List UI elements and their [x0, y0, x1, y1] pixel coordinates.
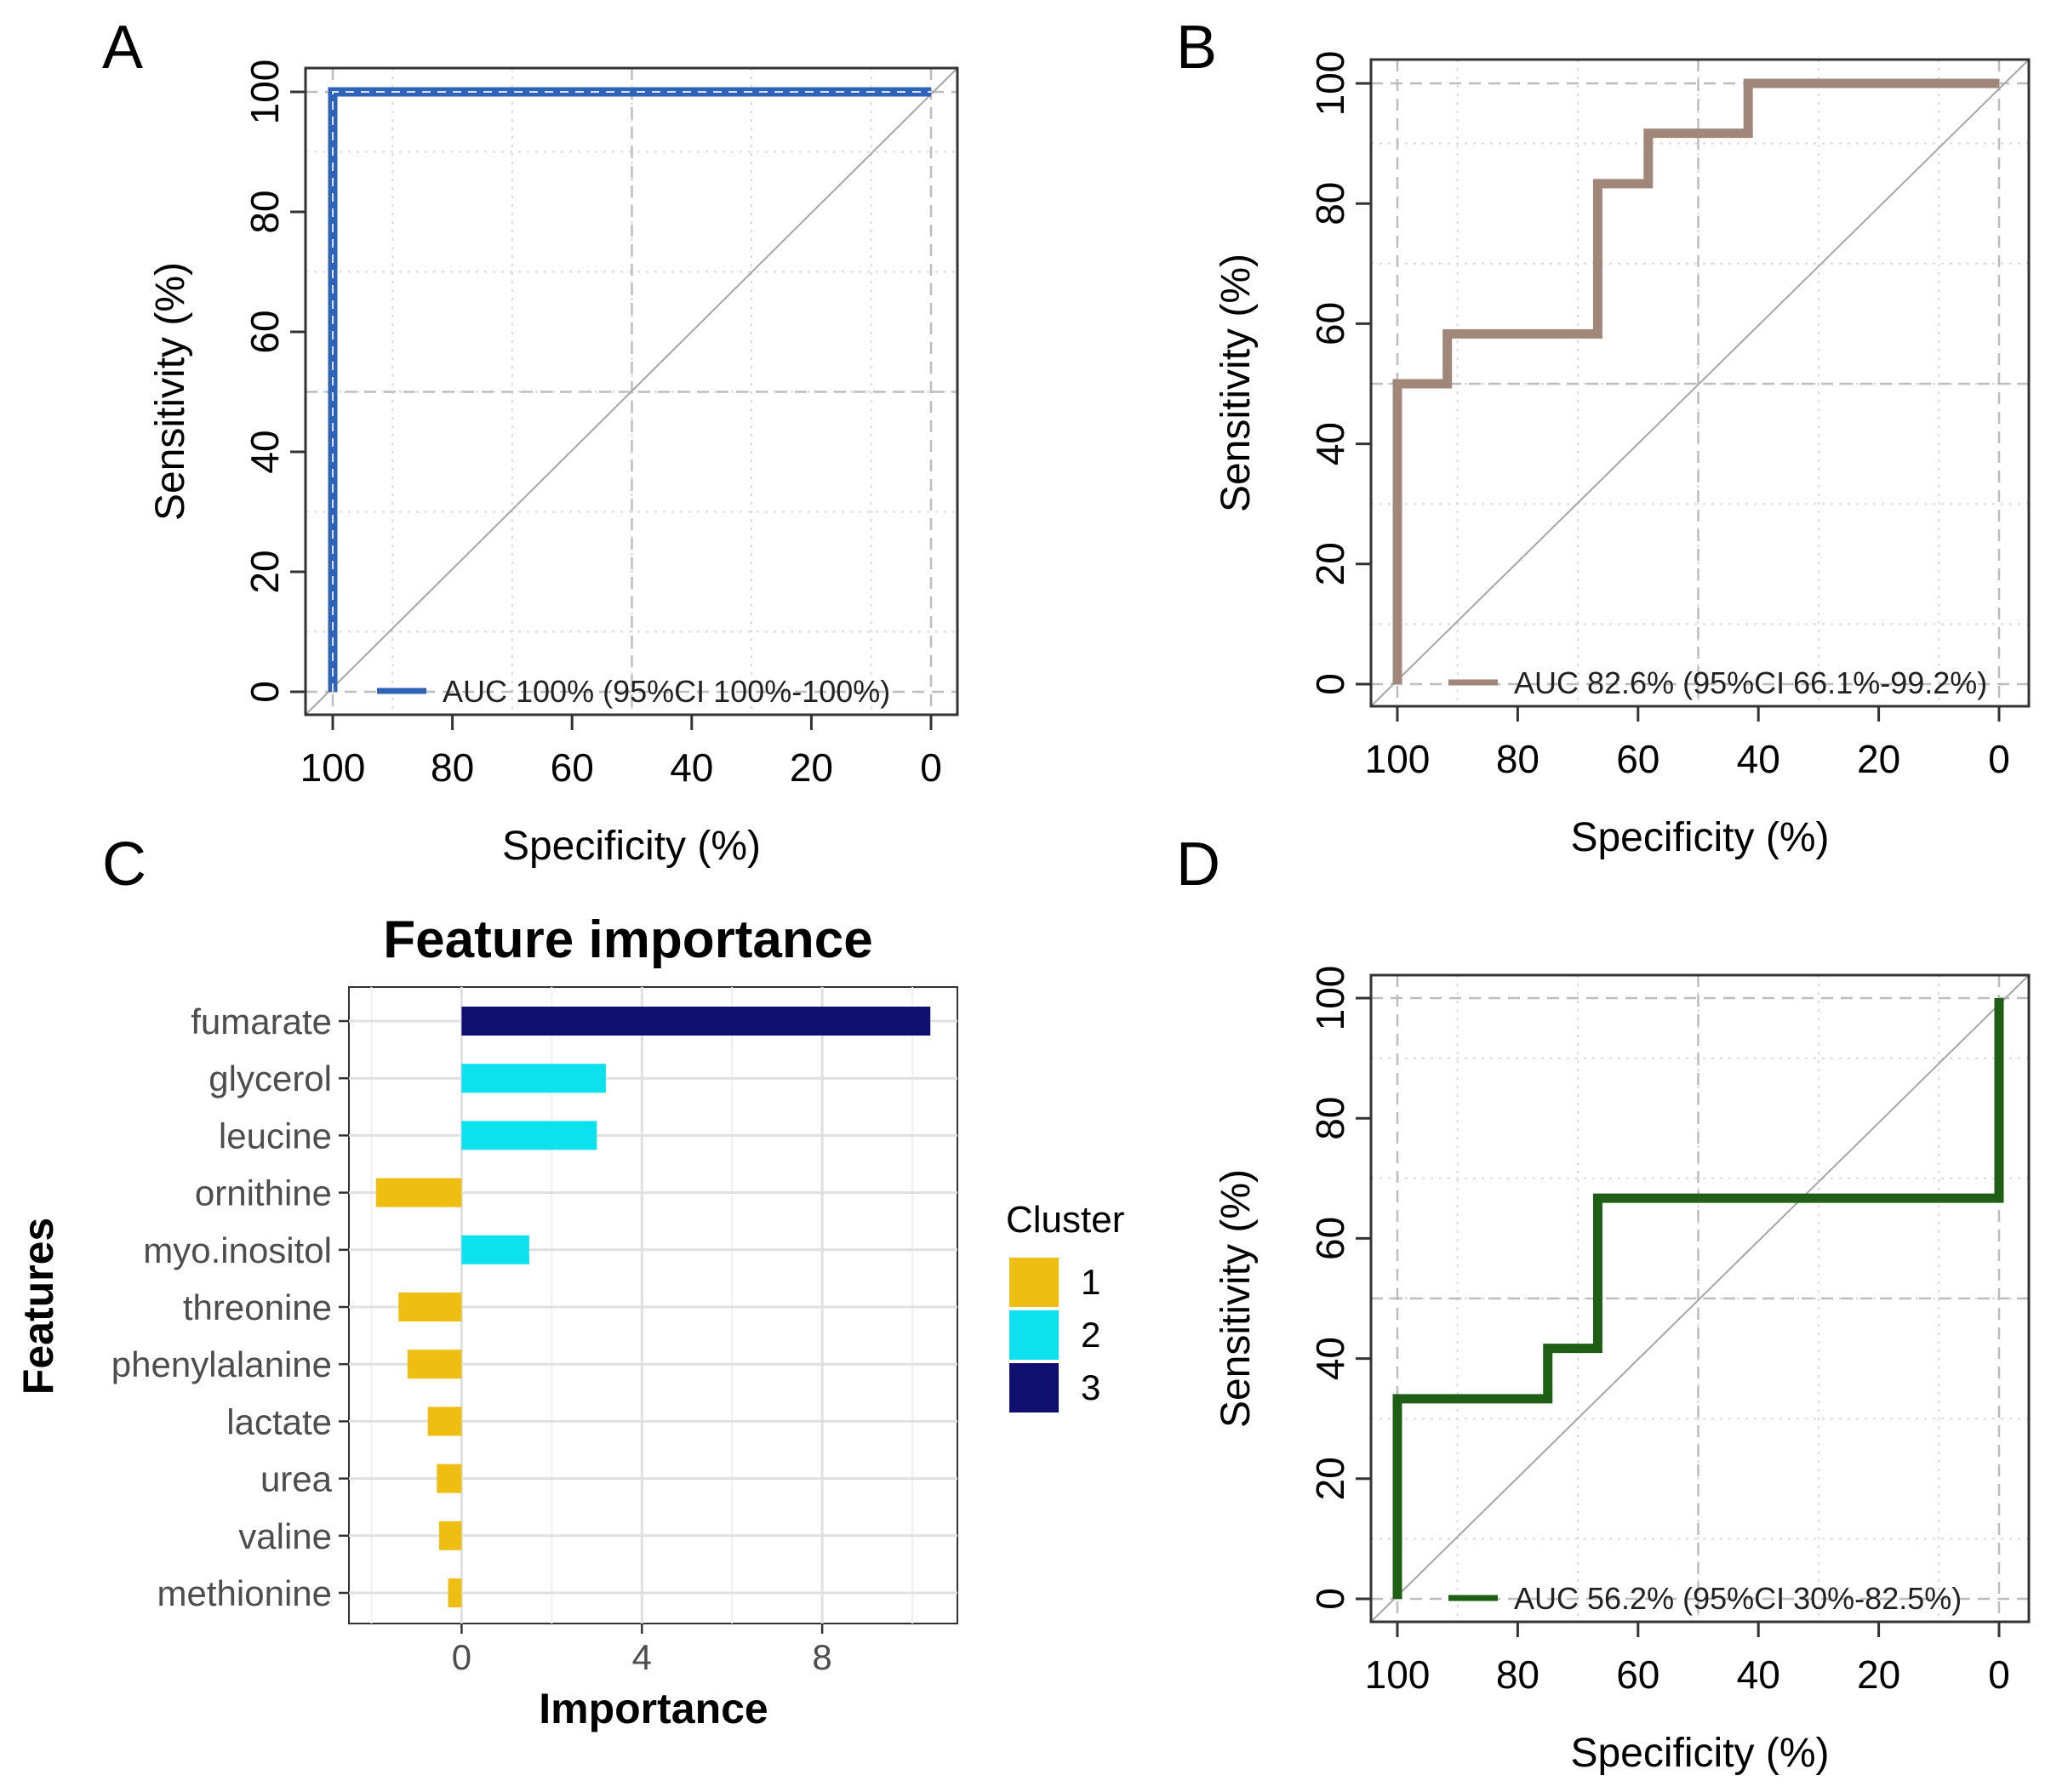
x-axis-title: Specificity (%) [502, 824, 761, 869]
feature-label: ornithine [195, 1173, 332, 1213]
y-tick-label: 0 [243, 681, 287, 703]
roc-chart-d: 100 80 60 40 20 0 0 20 40 60 80 100 Specificity (%) S… [1214, 966, 2031, 1776]
y-axis-title: Features [14, 1218, 62, 1395]
y-tick-label: 0 [1308, 673, 1352, 695]
chance-diagonal [1370, 974, 2030, 1623]
feature-label: fumarate [191, 1002, 332, 1042]
chance-diagonal [305, 67, 958, 716]
y-tick-label: 100 [1308, 966, 1352, 1031]
feature-label: methionine [157, 1573, 332, 1613]
panel-letter-a: A [102, 14, 143, 82]
x-tick-label: 60 [1616, 737, 1659, 781]
roc-curve-highlight [332, 91, 931, 692]
y-tick-label: 60 [1308, 1217, 1352, 1260]
y-tick-label: 60 [243, 310, 287, 353]
legend-swatch-cluster-3 [1009, 1363, 1059, 1412]
x-tick-label: 80 [1496, 737, 1539, 781]
y-axis-title: Sensitivity (%) [148, 262, 193, 521]
x-tick-label: 0 [1988, 1652, 2010, 1697]
roc-curve [1392, 998, 2004, 1599]
x-tick-label: 100 [300, 745, 366, 790]
legend-label: AUC 56.2% (95%CI 30%-82.5%) [1514, 1581, 1962, 1616]
y-tick-label: 80 [1308, 1097, 1352, 1140]
panel-letter-d: D [1176, 830, 1220, 899]
legend-label-cluster-3: 3 [1081, 1367, 1100, 1407]
feature-label: valine [238, 1516, 332, 1556]
legend-label-cluster-2: 2 [1081, 1315, 1100, 1355]
bar-phenylalanine [407, 1350, 462, 1379]
y-axis-title: Sensitivity (%) [1214, 254, 1259, 512]
roc-chart-b: 100 80 60 40 20 0 0 20 40 60 80 100 Specificity (%) S… [1214, 51, 2031, 860]
feature-label: threonine [183, 1287, 332, 1327]
x-tick-label: 0 [1988, 737, 2010, 781]
x-tick-label: 20 [1857, 737, 1900, 781]
chart-title: Feature importance [383, 910, 872, 969]
y-tick-label: 40 [1308, 422, 1352, 465]
x-tick-label: 40 [1737, 1652, 1780, 1697]
roc-curve [1392, 78, 1999, 684]
legend-label: AUC 100% (95%CI 100%-100%) [443, 674, 890, 709]
legend-swatch-cluster-1 [1009, 1258, 1059, 1307]
bar-leucine [461, 1121, 597, 1150]
feature-importance-chart: fumarate glycerol leucine ornithine myo.inos… [14, 910, 1124, 1732]
y-tick-label: 20 [1308, 1457, 1352, 1500]
feature-label: myo.inositol [143, 1230, 332, 1270]
y-tick-label: 80 [1308, 182, 1352, 225]
x-axis-title: Specificity (%) [1570, 1731, 1829, 1776]
bar-valine [438, 1521, 462, 1550]
plot-frame [1369, 58, 2031, 708]
feature-label: phenylalanine [111, 1344, 332, 1384]
bar-fumarate [461, 1007, 931, 1036]
x-tick-label: 20 [790, 745, 833, 790]
x-tick-label: 8 [812, 1637, 831, 1677]
x-tick-label: 80 [431, 745, 474, 790]
x-tick-label: 60 [1616, 1652, 1659, 1697]
y-tick-label: 0 [1308, 1588, 1352, 1610]
chance-diagonal [1370, 59, 2030, 707]
x-tick-label: 4 [632, 1637, 652, 1677]
feature-label: urea [260, 1459, 333, 1499]
roc-chart-a: 100 80 60 40 20 0 0 20 40 60 80 100 Specificity (%) S… [148, 60, 959, 869]
y-tick-label: 100 [243, 60, 287, 125]
feature-label: leucine [219, 1116, 332, 1156]
x-tick-label: 100 [1365, 737, 1431, 781]
legend-title: Cluster [1006, 1199, 1124, 1241]
y-tick-label: 40 [1308, 1337, 1352, 1380]
x-tick-label: 0 [452, 1637, 471, 1677]
panel-letter-b: B [1176, 14, 1217, 82]
legend-label-cluster-1: 1 [1081, 1262, 1100, 1302]
x-tick-label: 60 [551, 745, 594, 790]
x-tick-label: 0 [920, 745, 942, 790]
x-axis-title: Importance [539, 1685, 768, 1732]
y-tick-label: 20 [243, 550, 287, 593]
x-tick-label: 100 [1365, 1652, 1431, 1697]
bar-threonine [398, 1293, 462, 1321]
bar-methionine [448, 1578, 462, 1607]
bar-myo-inositol [461, 1235, 529, 1264]
y-tick-label: 20 [1308, 542, 1352, 585]
bar-glycerol [461, 1064, 606, 1093]
panel-letter-c: C [102, 830, 146, 899]
y-tick-label: 40 [243, 430, 287, 473]
x-tick-label: 20 [1857, 1652, 1900, 1697]
x-tick-label: 80 [1496, 1652, 1539, 1697]
plot-frame [1369, 973, 2031, 1624]
y-tick-label: 100 [1308, 51, 1352, 117]
x-tick-label: 40 [670, 745, 713, 790]
y-axis-title: Sensitivity (%) [1214, 1169, 1259, 1428]
legend-label: AUC 82.6% (95%CI 66.1%-99.2%) [1514, 665, 1987, 700]
feature-label: lactate [226, 1401, 332, 1441]
bar-ornithine [375, 1178, 462, 1207]
bar-lactate [427, 1407, 462, 1436]
y-tick-label: 60 [1308, 302, 1352, 345]
x-tick-label: 40 [1737, 737, 1780, 781]
plot-frame [304, 66, 959, 716]
feature-label: glycerol [208, 1059, 332, 1099]
x-axis-title: Specificity (%) [1570, 815, 1829, 860]
legend-swatch-cluster-2 [1009, 1310, 1059, 1360]
y-tick-label: 80 [243, 190, 287, 233]
bar-urea [437, 1464, 462, 1493]
